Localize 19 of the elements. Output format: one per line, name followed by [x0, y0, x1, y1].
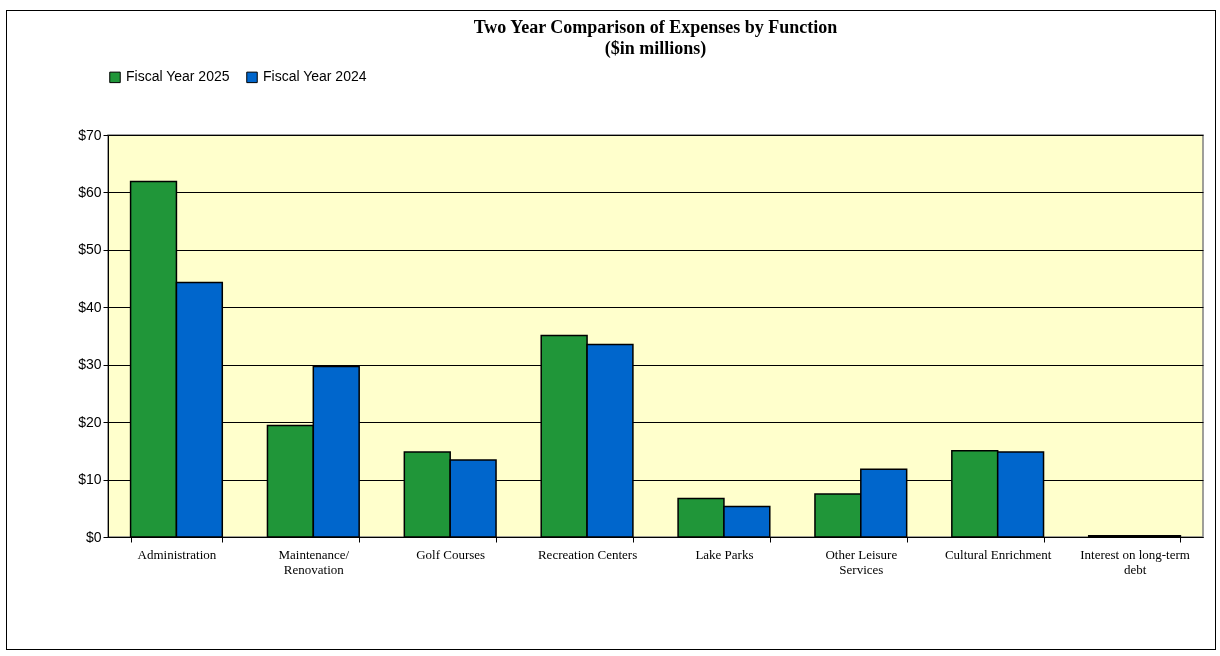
y-tick-label: $10: [78, 471, 102, 488]
y-tick-label: $0: [85, 528, 102, 545]
x-tick-label: Administration: [137, 546, 217, 562]
chart-title: Two Year Comparison of Expenses by Function ($in millions): [473, 17, 838, 59]
y-tick-label: $20: [78, 413, 102, 430]
y-tick-label: $70: [78, 126, 102, 143]
y-tick-label: $40: [78, 298, 102, 315]
x-tick-label: Other Leisure Services: [825, 546, 898, 577]
y-tick-label: $30: [78, 356, 102, 373]
x-tick-label: Recreation Centers: [537, 546, 638, 562]
x-tick-label: Cultural Enrichment: [944, 546, 1052, 562]
y-tick-label: $50: [78, 241, 102, 258]
x-tick-label: Lake Parks: [695, 546, 754, 562]
y-tick-label: $60: [78, 183, 102, 200]
legend-label: Fiscal Year 2024: [263, 68, 367, 85]
legend-label: Fiscal Year 2025: [126, 68, 230, 85]
x-tick-label: Maintenance/ Renovation: [278, 546, 350, 577]
x-tick-label: Golf Courses: [416, 546, 486, 562]
x-tick-label: Interest on long-term debt: [1080, 546, 1190, 577]
